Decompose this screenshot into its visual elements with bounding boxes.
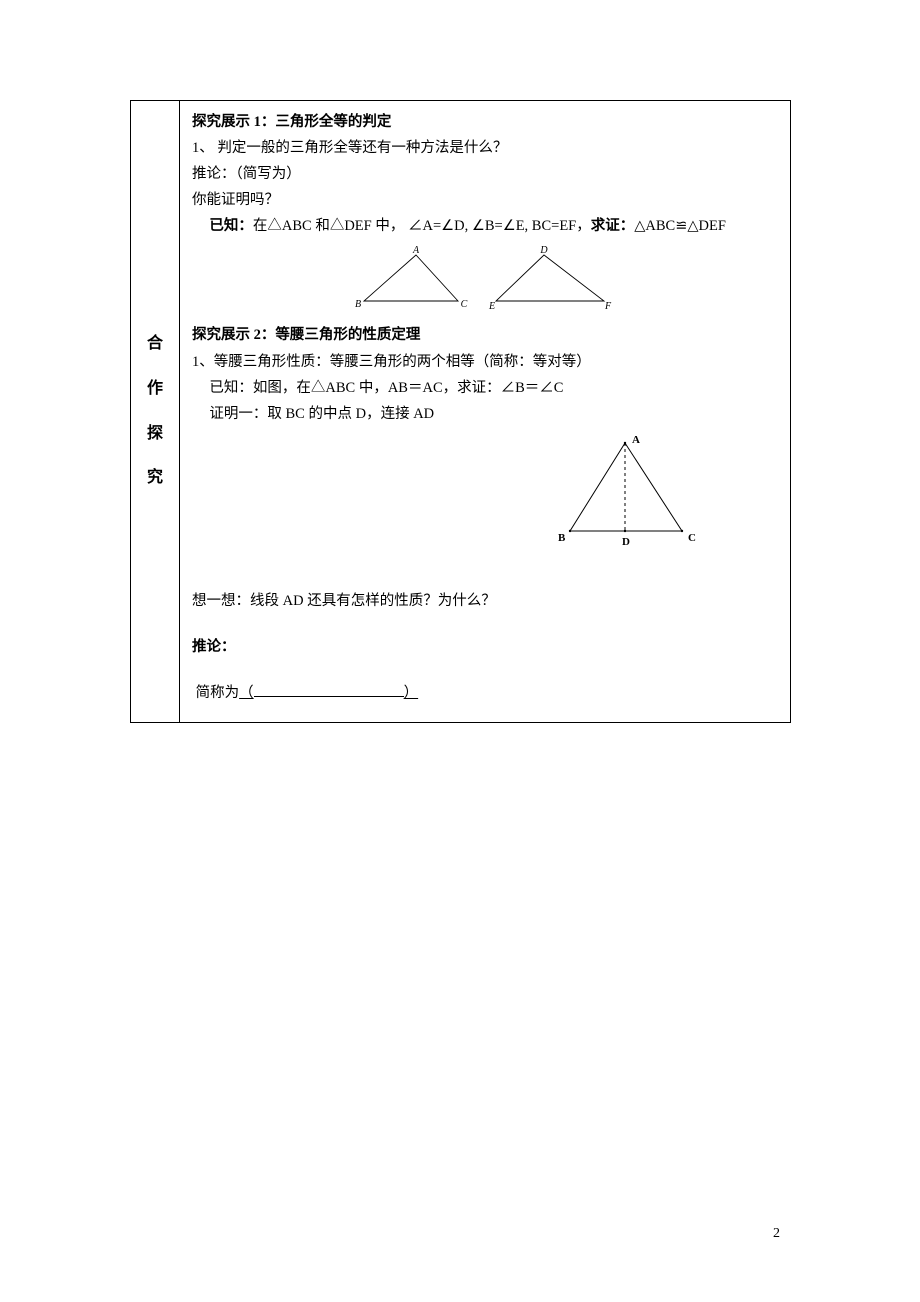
label-a: A bbox=[412, 245, 420, 256]
s2-line2: 已知：如图，在△ABC 中，AB＝AC，求证：∠B＝∠C bbox=[209, 375, 778, 401]
s1-line2: 推论：（简写为） bbox=[192, 161, 778, 187]
big-label-c: C bbox=[688, 532, 696, 544]
side-char-4: 究 bbox=[135, 456, 175, 501]
corollary-label: 推论： bbox=[192, 634, 778, 660]
abbrev-blank: （） bbox=[239, 685, 418, 701]
given-prefix: 已知： bbox=[209, 218, 253, 234]
side-label: 合 作 探 究 bbox=[131, 101, 180, 723]
triangle-def: D E F bbox=[484, 243, 624, 318]
page: 合 作 探 究 探究展示 1：三角形全等的判定 1、 判定一般的三角形全等还有一… bbox=[0, 0, 920, 1302]
label-e: E bbox=[488, 301, 495, 312]
page-number: 2 bbox=[773, 1226, 780, 1242]
s1-given: 已知：在△ABC 和△DEF 中， ∠A=∠D, ∠B=∠E, BC=EF，求证… bbox=[209, 213, 778, 239]
paren-close: ） bbox=[404, 685, 419, 701]
side-char-1: 合 bbox=[135, 322, 175, 367]
abbrev-prefix: 简称为 bbox=[196, 685, 240, 701]
s1-line3: 你能证明吗？ bbox=[192, 187, 778, 213]
spacer-2 bbox=[192, 614, 778, 634]
side-char-2: 作 bbox=[135, 367, 175, 412]
section-1-title: 探究展示 1：三角形全等的判定 bbox=[192, 109, 778, 135]
content-body: 探究展示 1：三角形全等的判定 1、 判定一般的三角形全等还有一种方法是什么？ … bbox=[180, 101, 791, 723]
label-b: B bbox=[355, 299, 361, 310]
big-label-d: D bbox=[622, 536, 630, 548]
fill-blank bbox=[254, 682, 404, 698]
spacer-1 bbox=[192, 568, 778, 588]
side-char-3: 探 bbox=[135, 412, 175, 457]
big-label-a: A bbox=[632, 434, 640, 446]
think-line: 想一想：线段 AD 还具有怎样的性质？为什么？ bbox=[192, 588, 778, 614]
triangle-abcd: A B C D bbox=[315, 433, 715, 553]
section-2-title: 探究展示 2：等腰三角形的性质定理 bbox=[192, 322, 778, 348]
big-triangle-fig: A B C D bbox=[252, 433, 778, 562]
spacer-3 bbox=[192, 660, 778, 680]
s2-line1: 1、等腰三角形性质：等腰三角形的两个相等（简称：等对等） bbox=[192, 349, 778, 375]
main-row: 合 作 探 究 探究展示 1：三角形全等的判定 1、 判定一般的三角形全等还有一… bbox=[131, 101, 791, 723]
s2-line3: 证明一：取 BC 的中点 D，连接 AD bbox=[209, 401, 778, 427]
triangle-pair: A B C D E F bbox=[192, 243, 778, 318]
s1-line1: 1、 判定一般的三角形全等还有一种方法是什么？ bbox=[192, 135, 778, 161]
big-label-b: B bbox=[558, 532, 566, 544]
paren-open: （ bbox=[239, 685, 254, 701]
abbrev-line: 简称为（） bbox=[192, 680, 778, 706]
content-frame: 合 作 探 究 探究展示 1：三角形全等的判定 1、 判定一般的三角形全等还有一… bbox=[130, 100, 791, 723]
prove-body: △ABC≌△DEF bbox=[634, 218, 726, 234]
prove-prefix: 求证： bbox=[591, 218, 635, 234]
label-d: D bbox=[540, 245, 549, 256]
label-c: C bbox=[460, 299, 467, 310]
label-f: F bbox=[604, 301, 612, 312]
triangle-abc: A B C bbox=[346, 243, 481, 318]
given-body: 在△ABC 和△DEF 中， ∠A=∠D, ∠B=∠E, BC=EF， bbox=[253, 218, 591, 234]
